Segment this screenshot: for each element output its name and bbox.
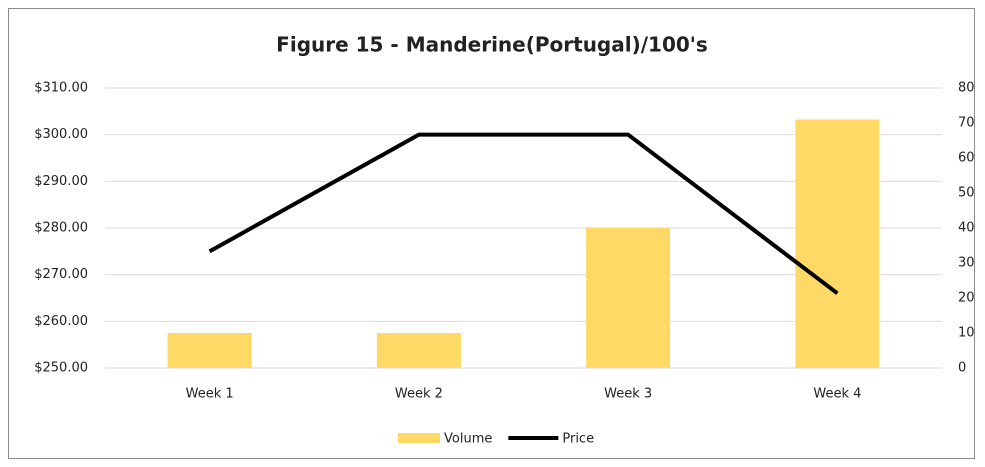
y2-tick-label: 80 [958, 81, 975, 96]
bar [586, 228, 671, 368]
y2-tick-label: 40 [958, 221, 975, 236]
bar [167, 333, 252, 368]
legend-swatch [398, 433, 440, 443]
y2-tick-label: 30 [958, 256, 975, 271]
y-tick-label: $300.00 [34, 127, 88, 142]
legend-label: Price [562, 432, 594, 447]
x-tick-label: Week 3 [604, 387, 652, 402]
y2-tick-label: 50 [958, 186, 975, 201]
y-tick-label: $280.00 [34, 221, 88, 236]
x-tick-label: Week 4 [813, 387, 861, 402]
bar [376, 333, 461, 368]
chart-title: Figure 15 - Manderine(Portugal)/100's [276, 33, 708, 57]
bar [795, 119, 880, 368]
line [208, 132, 839, 295]
y-tick-label: $310.00 [34, 81, 88, 96]
y2-tick-label: 10 [958, 326, 975, 341]
y2-tick-label: 70 [958, 116, 975, 131]
y-tick-label: $290.00 [34, 174, 88, 189]
y-tick-label: $250.00 [34, 361, 88, 376]
y-tick-label: $270.00 [34, 267, 88, 282]
x-tick-label: Week 1 [186, 387, 234, 402]
legend-label: Volume [444, 432, 492, 447]
y2-tick-label: 60 [958, 151, 975, 166]
y2-tick-label: 0 [958, 361, 966, 376]
y-tick-label: $260.00 [34, 314, 88, 329]
x-tick-label: Week 2 [395, 387, 443, 402]
y2-tick-label: 20 [958, 291, 975, 306]
